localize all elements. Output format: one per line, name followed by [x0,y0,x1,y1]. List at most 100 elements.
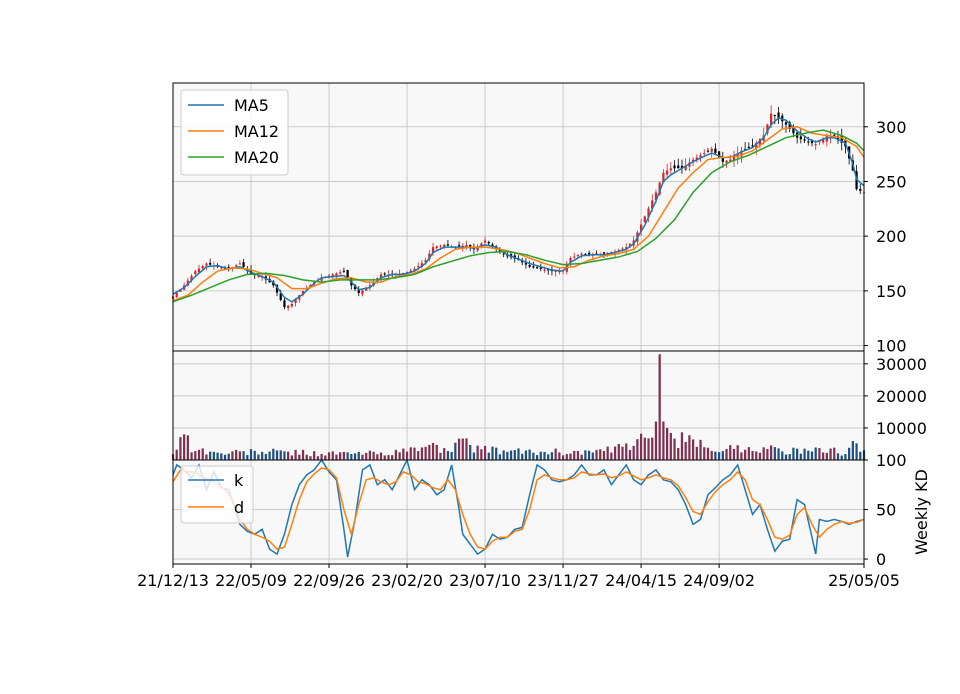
candle-body [379,274,383,279]
volume-bar [205,454,208,460]
volume-bar [316,456,320,460]
candle-body [539,267,542,269]
candle-body [320,277,323,281]
volume-bar [253,450,256,460]
candle-body [361,290,364,295]
volume-bar [818,448,821,460]
volume-bar [639,433,643,460]
volume-bar [235,449,238,460]
volume-bar [517,448,520,460]
candle-body [766,124,769,134]
volume-bar [424,446,427,460]
volume-bar [788,454,791,460]
candle-body [755,142,758,149]
volume-bar [413,447,416,460]
candle-body [773,114,776,116]
candle-body [368,285,372,287]
candle-body [190,275,193,281]
candle-body [617,249,620,251]
volume-bar [353,453,357,460]
volume-bar [595,449,598,460]
volume-y-tick-label: 20000 [876,387,927,406]
volume-bar [539,451,542,460]
volume-bar [394,449,398,460]
candle-body [535,267,539,269]
candle-body [294,299,297,303]
volume-bar [283,451,286,460]
candle-body [465,244,468,247]
volume-bar [357,452,360,460]
price-y-tick-label: 300 [876,118,907,137]
volume-y-tick-label: 10000 [876,419,927,438]
volume-bar [331,451,334,460]
volume-bar [814,447,817,460]
candle-body [662,172,665,183]
volume-bar [294,449,297,460]
volume-bar [796,448,799,460]
volume-bar [602,451,606,460]
volume-bar [398,452,401,460]
volume-bar [249,449,253,460]
candle-body [528,265,531,267]
volume-bar [669,432,672,460]
volume-bar [335,454,338,460]
volume-bar [391,455,394,460]
candle-body [721,156,724,162]
volume-bar [457,438,461,460]
candle-body [732,156,736,161]
candle-body [587,252,591,255]
volume-bar [309,456,312,460]
candle-body [680,165,684,169]
volume-bar [532,452,535,460]
volume-bar [513,450,516,460]
volume-bar [379,452,383,460]
candle-body [695,157,698,160]
candle-body [339,272,342,274]
volume-bar [703,447,706,460]
volume-bar [610,452,613,460]
candle-body [521,261,524,263]
candle-body [584,253,587,255]
volume-bar [498,454,502,460]
volume-bar [420,447,424,460]
kd-y-axis-label: Weekly KD [912,469,931,555]
volume-bar [454,442,457,460]
volume-bar [461,438,464,460]
candle-body [647,208,650,217]
volume-bar [272,448,275,460]
moving-average-lines [172,117,865,303]
volume-bar [246,455,249,460]
candle-body [799,136,802,140]
candle-body [840,136,843,143]
volume-bar [561,455,565,460]
volume-bar [606,446,609,460]
candle-body [822,138,825,143]
candle-body [502,253,505,255]
candle-body [498,250,502,252]
volume-bar [740,452,743,460]
candle-body [725,160,728,163]
volume-bar [227,453,230,460]
candle-body [803,139,806,141]
volume-bar [625,443,628,460]
volume-bar [387,455,390,460]
volume-bar [617,443,620,460]
volume-bar [803,448,806,460]
kd-y-tick-label: 50 [876,501,896,520]
legend-d-label: d [234,498,244,517]
price-y-tick-label: 250 [876,172,907,191]
candle-body [810,140,814,144]
volume-bar [770,445,773,460]
volume-bar [784,454,788,460]
candle-body [658,182,661,195]
volume-bar [665,427,669,460]
candle-body [729,159,732,162]
candle-body [699,155,702,159]
volume-bar [409,447,412,460]
candle-body [524,262,528,265]
volume-bar [279,450,282,460]
candle-body [654,192,658,201]
volume-bar [848,447,851,460]
volume-bar [799,453,802,460]
candle-body [554,270,557,273]
